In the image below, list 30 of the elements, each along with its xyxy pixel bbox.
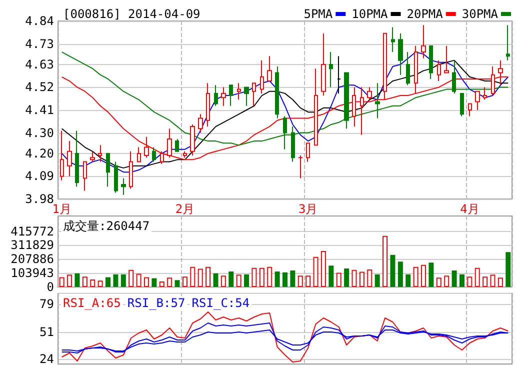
legend-label: 5PMA <box>304 7 334 21</box>
legend-label: 30PMA <box>462 7 499 21</box>
y-tick-label: 4.52 <box>25 80 54 94</box>
legend-label: 10PMA <box>352 7 389 21</box>
y-tick-label: 79 <box>40 297 54 311</box>
y-tick-label: 4.41 <box>25 103 54 117</box>
y-tick-label: 4.30 <box>25 126 54 140</box>
y-tick-label: 103943 <box>10 266 54 280</box>
y-tick-label: 4.63 <box>25 57 54 72</box>
y-tick-label: 24 <box>40 352 54 365</box>
x-tick-label: 3月 <box>298 202 318 216</box>
y-tick-label: 0 <box>46 280 54 294</box>
y-tick-label: 207886 <box>10 252 54 266</box>
annotation: 成交量:260447 <box>63 219 150 233</box>
y-tick-label: 4.20 <box>25 146 54 160</box>
y-tick-label: 51 <box>40 325 54 339</box>
y-tick-label: 4.73 <box>25 36 54 51</box>
annotation: RSI_A:65 <box>63 296 121 310</box>
chart-title: [000816] 2014-04-09 <box>63 7 200 21</box>
y-tick-label: 4.84 <box>25 14 54 28</box>
legend-label: 20PMA <box>406 7 444 21</box>
y-tick-label: 3.98 <box>25 192 54 206</box>
y-tick-label: 311829 <box>10 238 54 252</box>
x-tick-label: 2月 <box>175 202 195 216</box>
y-tick-label: 4.09 <box>25 169 54 184</box>
x-tick-label: 1月 <box>52 202 72 216</box>
annotation: RSI_B:57 <box>127 296 186 310</box>
annotation: RSI_C:54 <box>192 296 250 310</box>
y-tick-label: 415772 <box>10 224 54 238</box>
x-tick-label: 4月 <box>460 202 480 216</box>
